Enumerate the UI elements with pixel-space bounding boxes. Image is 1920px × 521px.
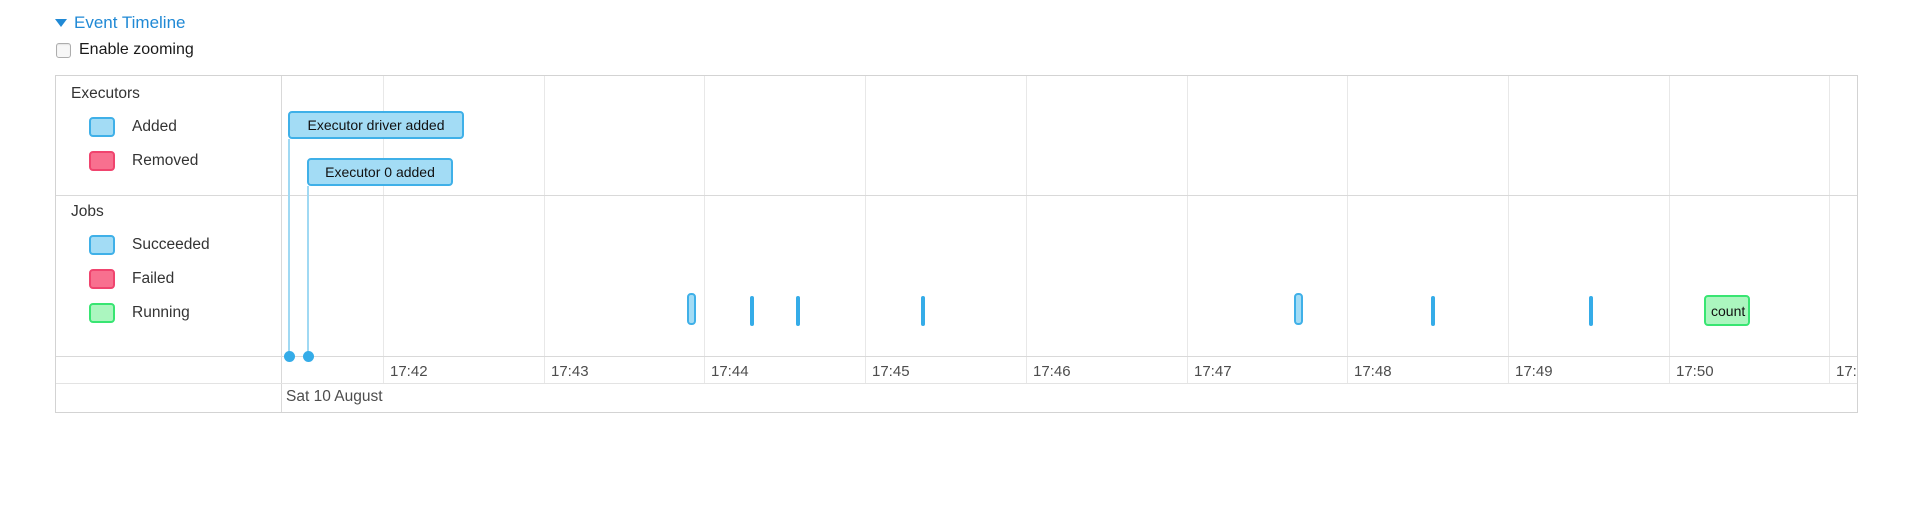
added-swatch-icon	[89, 117, 115, 137]
executor-event-stem	[288, 139, 290, 356]
time-tick-label: 17:46	[1033, 363, 1071, 380]
lane-separator	[56, 195, 1857, 196]
timeline-panel: Executors Added Removed Jobs Succeeded F…	[55, 75, 1858, 413]
running-swatch-icon	[89, 303, 115, 323]
axis-line	[56, 356, 1857, 357]
time-tick-label: 17:42	[390, 363, 428, 380]
legend-executor-added: Added	[89, 117, 177, 137]
legend-job-failed: Failed	[89, 269, 174, 289]
jobs-lane-title: Jobs	[71, 203, 104, 220]
executor-event-dot[interactable]	[302, 350, 314, 362]
legend-separator	[281, 76, 282, 412]
time-gridline	[1026, 76, 1027, 383]
executor-event-added[interactable]: Executor 0 added	[307, 158, 453, 186]
time-tick-label: 17:43	[551, 363, 589, 380]
executor-event-added[interactable]: Executor driver added	[288, 111, 464, 139]
time-gridline	[1669, 76, 1670, 383]
job-event-running[interactable]: count	[1704, 295, 1750, 326]
time-tick-label: 17:50	[1676, 363, 1714, 380]
job-event-succeeded[interactable]	[1589, 296, 1593, 326]
event-timeline-toggle[interactable]: Event Timeline	[55, 13, 186, 33]
legend-executor-removed: Removed	[89, 151, 198, 171]
time-tick-label: 17:44	[711, 363, 749, 380]
time-gridline	[704, 76, 705, 383]
enable-zooming-checkbox[interactable]	[56, 42, 71, 58]
removed-swatch-icon	[89, 151, 115, 171]
enable-zooming-control[interactable]: Enable zooming	[56, 41, 194, 59]
time-gridline	[1347, 76, 1348, 383]
time-gridline	[544, 76, 545, 383]
enable-zooming-label: Enable zooming	[79, 41, 194, 58]
job-event-succeeded[interactable]	[1294, 293, 1303, 325]
failed-swatch-icon	[89, 269, 115, 289]
time-gridline	[383, 76, 384, 383]
executors-lane-title: Executors	[71, 85, 140, 102]
time-gridline	[865, 76, 866, 383]
time-tick-label: 17:51	[1836, 363, 1857, 380]
timeline-chart-area[interactable]: 17:42 17:43 17:44 17:45 17:46 17:47 17:48 17:49…	[56, 76, 1857, 412]
axis-sub-line	[56, 383, 1857, 384]
time-gridline	[1187, 76, 1188, 383]
job-event-succeeded[interactable]	[687, 293, 696, 325]
job-event-succeeded[interactable]	[796, 296, 800, 326]
page-title: Event Timeline	[74, 13, 186, 32]
time-gridline	[1508, 76, 1509, 383]
time-tick-label: 17:45	[872, 363, 910, 380]
time-tick-label: 17:48	[1354, 363, 1392, 380]
job-event-succeeded[interactable]	[750, 296, 754, 326]
time-tick-label: 17:47	[1194, 363, 1232, 380]
legend-job-running: Running	[89, 303, 190, 323]
job-event-succeeded[interactable]	[1431, 296, 1435, 326]
time-tick-label: 17:49	[1515, 363, 1553, 380]
legend-job-succeeded: Succeeded	[89, 235, 210, 255]
executor-event-dot[interactable]	[283, 350, 295, 362]
executor-event-stem	[307, 186, 309, 356]
axis-date-label: Sat 10 August	[286, 388, 383, 405]
job-event-succeeded[interactable]	[921, 296, 925, 326]
time-gridline	[1829, 76, 1830, 383]
collapse-caret-icon	[55, 19, 67, 27]
succeeded-swatch-icon	[89, 235, 115, 255]
